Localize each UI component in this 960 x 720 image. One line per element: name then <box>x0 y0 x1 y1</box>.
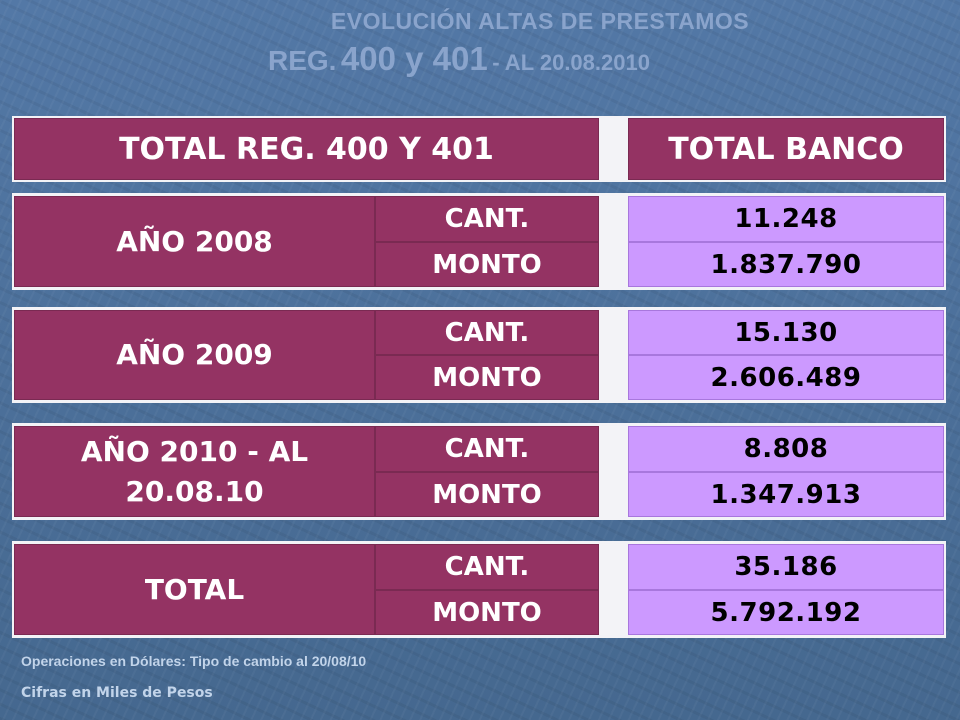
row-2008-cant-label: CANT. <box>375 196 599 242</box>
row-2009-cant-label: CANT. <box>375 310 599 355</box>
row-label-total: TOTAL <box>14 544 375 635</box>
row-2010-cant-label: CANT. <box>375 426 599 472</box>
subtitle-regimes: 400 y 401 <box>340 40 488 77</box>
row-total-cant-value: 35.186 <box>628 544 944 590</box>
row-2009-cant-value: 15.130 <box>628 310 944 355</box>
footnote-units: Cifras en Miles de Pesos <box>21 685 213 701</box>
slide-subtitle: REG. 400 y 401 - AL 20.08.2010 <box>268 40 828 78</box>
header-total-reg: TOTAL REG. 400 Y 401 <box>14 118 599 180</box>
header-total-banco: TOTAL BANCO <box>628 118 944 180</box>
row-2008-monto-label: MONTO <box>375 242 599 287</box>
slide-title: EVOLUCIÓN ALTAS DE PRESTAMOS <box>330 8 750 34</box>
row-2010-monto-value: 1.347.913 <box>628 472 944 517</box>
subtitle-date: - AL 20.08.2010 <box>492 50 650 75</box>
row-total-monto-value: 5.792.192 <box>628 590 944 635</box>
row-label-2008: AÑO 2008 <box>14 196 375 287</box>
row-2010-cant-value: 8.808 <box>628 426 944 472</box>
row-label-2010: AÑO 2010 - AL 20.08.10 <box>14 426 375 517</box>
row-2009-monto-label: MONTO <box>375 355 599 400</box>
subtitle-reg: REG. <box>268 45 337 76</box>
row-total-cant-label: CANT. <box>375 544 599 590</box>
row-2010-monto-label: MONTO <box>375 472 599 517</box>
row-2008-cant-value: 11.248 <box>628 196 944 242</box>
footnote-operations: Operaciones en Dólares: Tipo de cambio a… <box>21 653 367 669</box>
row-2008-monto-value: 1.837.790 <box>628 242 944 287</box>
row-total-monto-label: MONTO <box>375 590 599 635</box>
row-label-2009: AÑO 2009 <box>14 310 375 400</box>
row-2009-monto-value: 2.606.489 <box>628 355 944 400</box>
